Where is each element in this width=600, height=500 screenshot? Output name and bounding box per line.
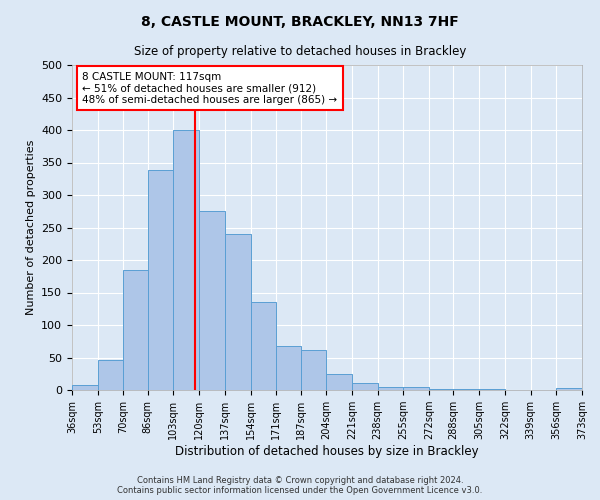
Y-axis label: Number of detached properties: Number of detached properties <box>26 140 35 315</box>
Bar <box>429 388 454 390</box>
Bar <box>148 170 173 390</box>
Text: Contains HM Land Registry data © Crown copyright and database right 2024.
Contai: Contains HM Land Registry data © Crown c… <box>118 476 482 495</box>
Bar <box>72 385 98 390</box>
Text: Size of property relative to detached houses in Brackley: Size of property relative to detached ho… <box>134 45 466 58</box>
Bar <box>352 383 377 390</box>
Bar <box>301 350 326 390</box>
Bar <box>403 388 429 390</box>
Bar <box>377 387 403 390</box>
Bar <box>98 360 124 390</box>
Bar <box>173 130 199 390</box>
Bar <box>556 388 582 390</box>
X-axis label: Distribution of detached houses by size in Brackley: Distribution of detached houses by size … <box>175 445 479 458</box>
Bar <box>326 374 352 390</box>
Bar <box>225 234 251 390</box>
Bar <box>277 346 301 390</box>
Text: 8, CASTLE MOUNT, BRACKLEY, NN13 7HF: 8, CASTLE MOUNT, BRACKLEY, NN13 7HF <box>141 15 459 29</box>
Text: 8 CASTLE MOUNT: 117sqm
← 51% of detached houses are smaller (912)
48% of semi-de: 8 CASTLE MOUNT: 117sqm ← 51% of detached… <box>82 72 337 104</box>
Bar <box>124 270 148 390</box>
Bar <box>251 302 277 390</box>
Bar <box>199 211 225 390</box>
